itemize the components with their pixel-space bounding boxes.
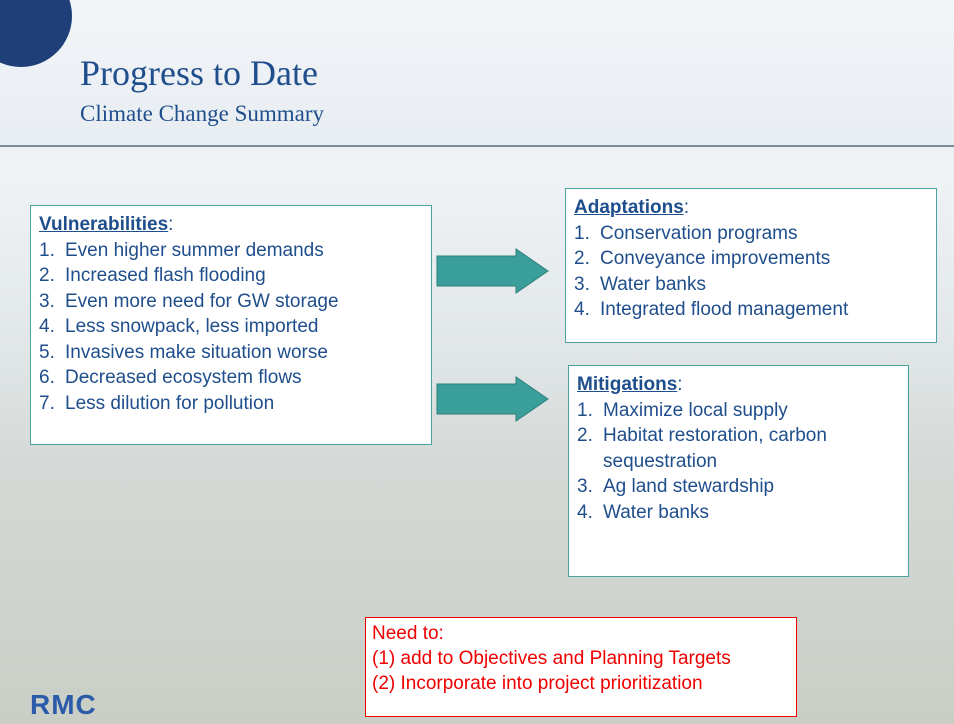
- list-item: 3. Water banks: [574, 272, 928, 298]
- item-text: Invasives make situation worse: [65, 341, 328, 363]
- list-item: 4. Water banks: [577, 500, 900, 526]
- list-item: 5. Invasives make situation worse: [39, 340, 423, 366]
- item-text: Less snowpack, less imported: [65, 316, 319, 337]
- item-text: Less dilution for pollution: [65, 392, 275, 414]
- item-text: Decreased ecosystem flows: [65, 367, 302, 388]
- item-text: Conveyance improvements: [600, 248, 831, 269]
- arrow: [436, 248, 549, 294]
- item-number: 2.: [574, 248, 590, 269]
- box-heading: Adaptations:: [574, 195, 928, 221]
- list-item: 4. Less snowpack, less imported: [39, 314, 423, 340]
- subtitle: Climate Change Summary: [80, 101, 325, 126]
- arrow: [436, 376, 549, 422]
- heading-text: Adaptations: [574, 197, 684, 218]
- item-text: Maximize local supply: [603, 399, 788, 421]
- heading-text: Vulnerabilities: [39, 214, 169, 235]
- item-number: 3.: [574, 273, 590, 295]
- item-text: Water banks: [600, 273, 706, 295]
- mitigations-box: Mitigations: 1. Maximize local supply 2. Hab…: [568, 365, 909, 577]
- box-heading: Mitigations:: [577, 372, 900, 398]
- logo: RMC: [30, 689, 97, 720]
- header-band: [0, 0, 954, 147]
- item-text: Increased flash flooding: [65, 265, 266, 286]
- list-item: 7. Less dilution for pollution: [39, 391, 423, 417]
- item-number: 3.: [577, 476, 593, 497]
- heading-colon: :: [683, 197, 690, 218]
- item-number: 1.: [574, 222, 590, 244]
- list-item: 2. Increased flash flooding: [39, 263, 423, 289]
- item-text: Even more need for GW storage: [65, 290, 339, 312]
- list-item: 2. Habitat restoration, carbon sequestrat…: [577, 423, 900, 474]
- note-line: (1) add to Objectives and Planning Targe…: [372, 648, 731, 669]
- item-text: Conservation programs: [600, 222, 798, 244]
- note-box: Need to: (1) add to Objectives and Planni…: [365, 617, 797, 717]
- item-number: 1.: [577, 399, 593, 421]
- heading-colon: :: [168, 214, 174, 235]
- adaptations-box: Adaptations: 1. Conservation programs 2. Con…: [565, 188, 937, 343]
- item-number: 1.: [39, 239, 55, 261]
- list-item: 2. Conveyance improvements: [574, 246, 928, 272]
- note-line: (2) Incorporate into project prioritizat…: [372, 673, 703, 694]
- item-number: 4.: [574, 299, 590, 320]
- note-line: Need to:: [372, 623, 444, 644]
- item-number: 2.: [577, 425, 593, 446]
- heading-colon: :: [677, 374, 683, 395]
- item-number: 4.: [39, 316, 55, 337]
- item-number: 4.: [577, 501, 593, 523]
- item-number: 6.: [39, 367, 55, 388]
- list-item: 1. Maximize local supply: [577, 398, 900, 424]
- box-heading: Vulnerabilities:: [39, 212, 423, 238]
- list-item: 1. Conservation programs: [574, 221, 928, 247]
- heading-text: Mitigations: [577, 374, 678, 395]
- title: Progress to Date: [80, 53, 318, 93]
- item-text: Ag land stewardship: [603, 476, 775, 497]
- item-text: Even higher summer demands: [65, 239, 324, 261]
- item-text: Habitat restoration, carbon sequestratio…: [603, 425, 827, 472]
- item-number: 3.: [39, 290, 55, 312]
- vulnerabilities-box: Vulnerabilities: 1. Even higher summer dem…: [30, 205, 432, 445]
- item-number: 2.: [39, 265, 55, 286]
- list-item: 3. Even more need for GW storage: [39, 289, 423, 315]
- item-text: Integrated flood management: [600, 299, 849, 320]
- list-item: 3. Ag land stewardship: [577, 474, 900, 500]
- list-item: 1. Even higher summer demands: [39, 238, 423, 264]
- list-item: 6. Decreased ecosystem flows: [39, 365, 423, 391]
- item-number: 5.: [39, 341, 55, 363]
- item-text: Water banks: [603, 501, 709, 523]
- item-number: 7.: [39, 392, 55, 414]
- list-item: 4. Integrated flood management: [574, 297, 928, 323]
